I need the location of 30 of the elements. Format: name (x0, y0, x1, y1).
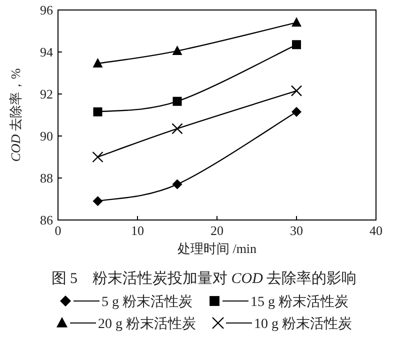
y-tick-label: 90 (40, 128, 53, 144)
y-tick-label: 86 (40, 212, 54, 228)
x-tick-label: 20 (210, 223, 224, 238)
x-tick-label: 30 (290, 223, 303, 238)
point (292, 17, 302, 27)
point (92, 58, 103, 68)
x-tick-label: 40 (370, 223, 382, 238)
y-axis-title: COD 去除率，% (8, 68, 23, 162)
point (290, 85, 302, 96)
x-tick-label: 0 (54, 223, 62, 238)
text: 图 5 粉末活性炭投加量对 COD 去除率的影响 (51, 270, 357, 287)
legend-label: 10 g 粉末活性炭 (254, 316, 352, 332)
legend-label: 5 g 粉末活性炭 (102, 294, 192, 310)
point (92, 196, 103, 206)
point (292, 40, 301, 50)
point (172, 45, 182, 55)
x-axis-title: 处理时间 /min (177, 241, 258, 256)
point (92, 151, 104, 163)
y-tick-label: 96 (40, 2, 54, 18)
legend-label: 15 g 粉末活性炭 (250, 294, 348, 310)
point (172, 179, 182, 190)
legend-label: 20 g 粉末活性炭 (98, 316, 196, 332)
point (93, 107, 102, 116)
y-tick-label: 88 (40, 170, 53, 186)
y-tick-label: 92 (40, 86, 53, 102)
point (292, 106, 302, 117)
point (172, 123, 183, 134)
x-tick-label: 10 (131, 223, 144, 238)
point (172, 96, 182, 106)
y-tick-label: 94 (40, 44, 54, 60)
